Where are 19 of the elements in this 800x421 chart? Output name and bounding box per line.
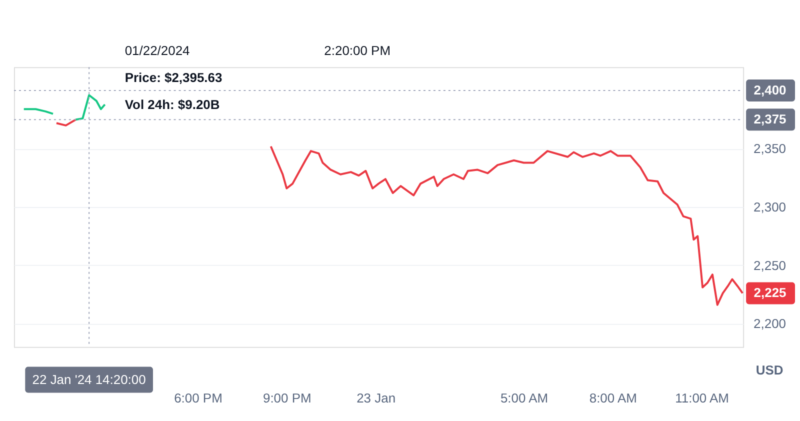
x-tick-label: 6:00 PM [174, 390, 222, 406]
text: 01/22/2024 [124, 43, 190, 58]
ref-line-label: 22 Jan '24 14:20:00 [32, 372, 146, 387]
annotation: 2,225 [754, 285, 786, 300]
x-tick-label: 8:00 AM [589, 390, 637, 406]
annotation: Vol 24h: $9.20B [124, 97, 220, 112]
x-tick-label: 5:00 AM [500, 390, 548, 406]
x-tick-label: 23 Jan [356, 390, 396, 406]
ref-line-label: 2,400 [754, 82, 786, 98]
annotation: Price: $2,395.63 [124, 70, 222, 86]
y-axis-title: USD [756, 362, 784, 378]
x-tick-label: 11:00 AM [675, 390, 729, 406]
text: 2:20:00 PM [324, 43, 391, 58]
y-tick-label: 2,250 [754, 258, 786, 273]
y-tick-label: 2,350 [754, 141, 786, 156]
x-tick-label: 9:00 PM [262, 390, 312, 406]
ref-line-label: 2,375 [754, 112, 786, 127]
y-tick-label: 2,300 [754, 199, 786, 214]
y-tick-label: 2,200 [754, 316, 786, 332]
